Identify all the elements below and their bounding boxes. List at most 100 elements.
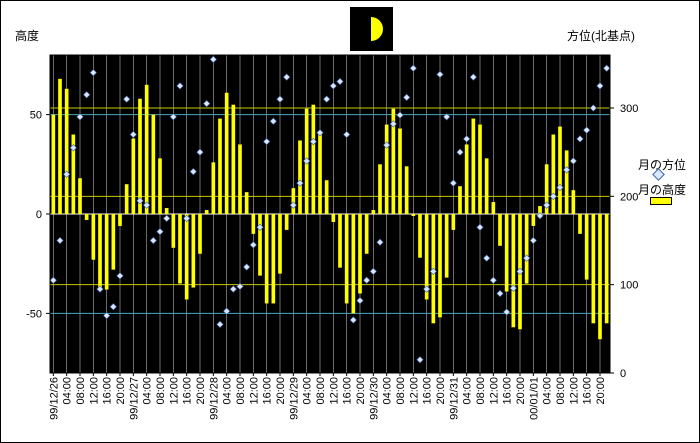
azimuth-point — [216, 320, 224, 329]
azimuth-point — [589, 104, 597, 112]
azimuth-point — [429, 267, 437, 276]
altitude-bar — [138, 98, 142, 214]
altitude-bar — [544, 164, 549, 214]
altitude-bar — [91, 214, 96, 260]
x-tick-label: 08:00 — [155, 377, 167, 405]
azimuth-point — [83, 91, 91, 99]
azimuth-point — [249, 241, 257, 249]
x-tick-label: 16:00 — [262, 377, 274, 405]
azimuth-point — [149, 236, 157, 245]
altitude-bar — [311, 104, 316, 214]
azimuth-point — [343, 130, 351, 139]
azimuth-point — [469, 73, 477, 81]
altitude-bar — [144, 84, 149, 214]
azimuth-point — [109, 303, 117, 311]
altitude-bar — [444, 214, 449, 278]
azimuth-point — [236, 282, 244, 291]
altitude-bar — [451, 214, 456, 230]
azimuth-point — [76, 113, 84, 121]
altitude-bar — [164, 208, 169, 214]
altitude-bar — [464, 144, 469, 214]
azimuth-point — [56, 236, 64, 245]
altitude-bar — [404, 166, 409, 214]
azimuth-point — [256, 223, 264, 231]
altitude-bar — [104, 214, 109, 290]
altitude-bar — [504, 214, 509, 292]
azimuth-point — [423, 285, 431, 293]
altitude-bar — [398, 128, 402, 214]
azimuth-point — [169, 113, 177, 121]
altitude-bar — [438, 214, 442, 318]
azimuth-point — [103, 311, 111, 320]
azimuth-point — [583, 126, 591, 134]
altitude-bar — [211, 162, 216, 214]
azimuth-point — [336, 77, 344, 86]
azimuth-point — [96, 285, 104, 293]
altitude-bar — [424, 214, 429, 300]
azimuth-point — [316, 129, 324, 137]
altitude-bar — [231, 104, 236, 214]
y2-tick-label: 100 — [620, 280, 638, 292]
x-tick-label: 20:00 — [115, 377, 127, 405]
y-tick-label: -50 — [26, 308, 42, 320]
azimuth-point — [523, 254, 531, 262]
altitude-bar — [298, 140, 302, 214]
azimuth-point — [63, 170, 71, 178]
azimuth-point — [203, 99, 211, 108]
x-tick-label: 04:00 — [382, 377, 394, 405]
altitude-bar — [71, 134, 76, 214]
x-tick-label: 04:00 — [222, 377, 234, 405]
altitude-bar — [418, 214, 422, 258]
azimuth-point — [389, 120, 397, 128]
y-tick-label: 50 — [30, 110, 42, 122]
x-tick-label: 16:00 — [582, 377, 594, 405]
altitude-bar — [491, 202, 496, 214]
x-tick-label: 04:00 — [542, 377, 554, 405]
altitude-bar — [338, 214, 342, 268]
azimuth-point — [176, 82, 184, 90]
x-tick-label: 20:00 — [195, 377, 207, 405]
y2-tick-label: 300 — [620, 103, 638, 115]
azimuth-point — [296, 179, 304, 187]
azimuth-point — [303, 157, 311, 165]
azimuth-point — [189, 167, 197, 176]
altitude-bar — [224, 92, 229, 214]
legend-altitude-swatch — [650, 197, 672, 205]
legend-azimuth-label: 月の方位 — [638, 158, 687, 172]
azimuth-point — [309, 137, 317, 146]
x-tick-label: 20:00 — [355, 377, 367, 405]
x-tick-label: 12:00 — [568, 377, 580, 405]
azimuth-point — [136, 197, 144, 205]
altitude-bar — [484, 158, 489, 214]
x-tick-label: 20:00 — [435, 377, 447, 405]
azimuth-point — [196, 148, 204, 156]
azimuth-point — [129, 130, 137, 139]
plot-border — [49, 54, 611, 374]
altitude-bar — [284, 214, 289, 230]
altitude-bar — [258, 214, 262, 276]
azimuth-point — [483, 254, 491, 262]
azimuth-point — [456, 148, 464, 156]
altitude-bar — [591, 214, 596, 324]
x-tick-label: 04:00 — [302, 377, 314, 405]
x-tick-label: 16:00 — [182, 377, 194, 405]
azimuth-point — [403, 93, 411, 102]
azimuth-point — [603, 64, 611, 72]
azimuth-point — [529, 236, 537, 245]
altitude-bar — [171, 214, 176, 248]
x-tick-label: 99/12/31 — [448, 377, 460, 420]
altitude-bar — [498, 214, 502, 246]
x-tick-label: 99/12/26 — [48, 377, 60, 420]
azimuth-point — [223, 307, 231, 315]
x-tick-label: 12:00 — [408, 377, 420, 405]
azimuth-point — [323, 95, 331, 103]
x-tick-label: 04:00 — [462, 377, 474, 405]
altitude-bar — [264, 214, 269, 304]
altitude-bar — [331, 214, 336, 222]
altitude-bar — [51, 114, 56, 214]
altitude-bar — [184, 214, 189, 300]
altitude-bar — [238, 144, 242, 214]
altitude-bar — [291, 188, 296, 214]
